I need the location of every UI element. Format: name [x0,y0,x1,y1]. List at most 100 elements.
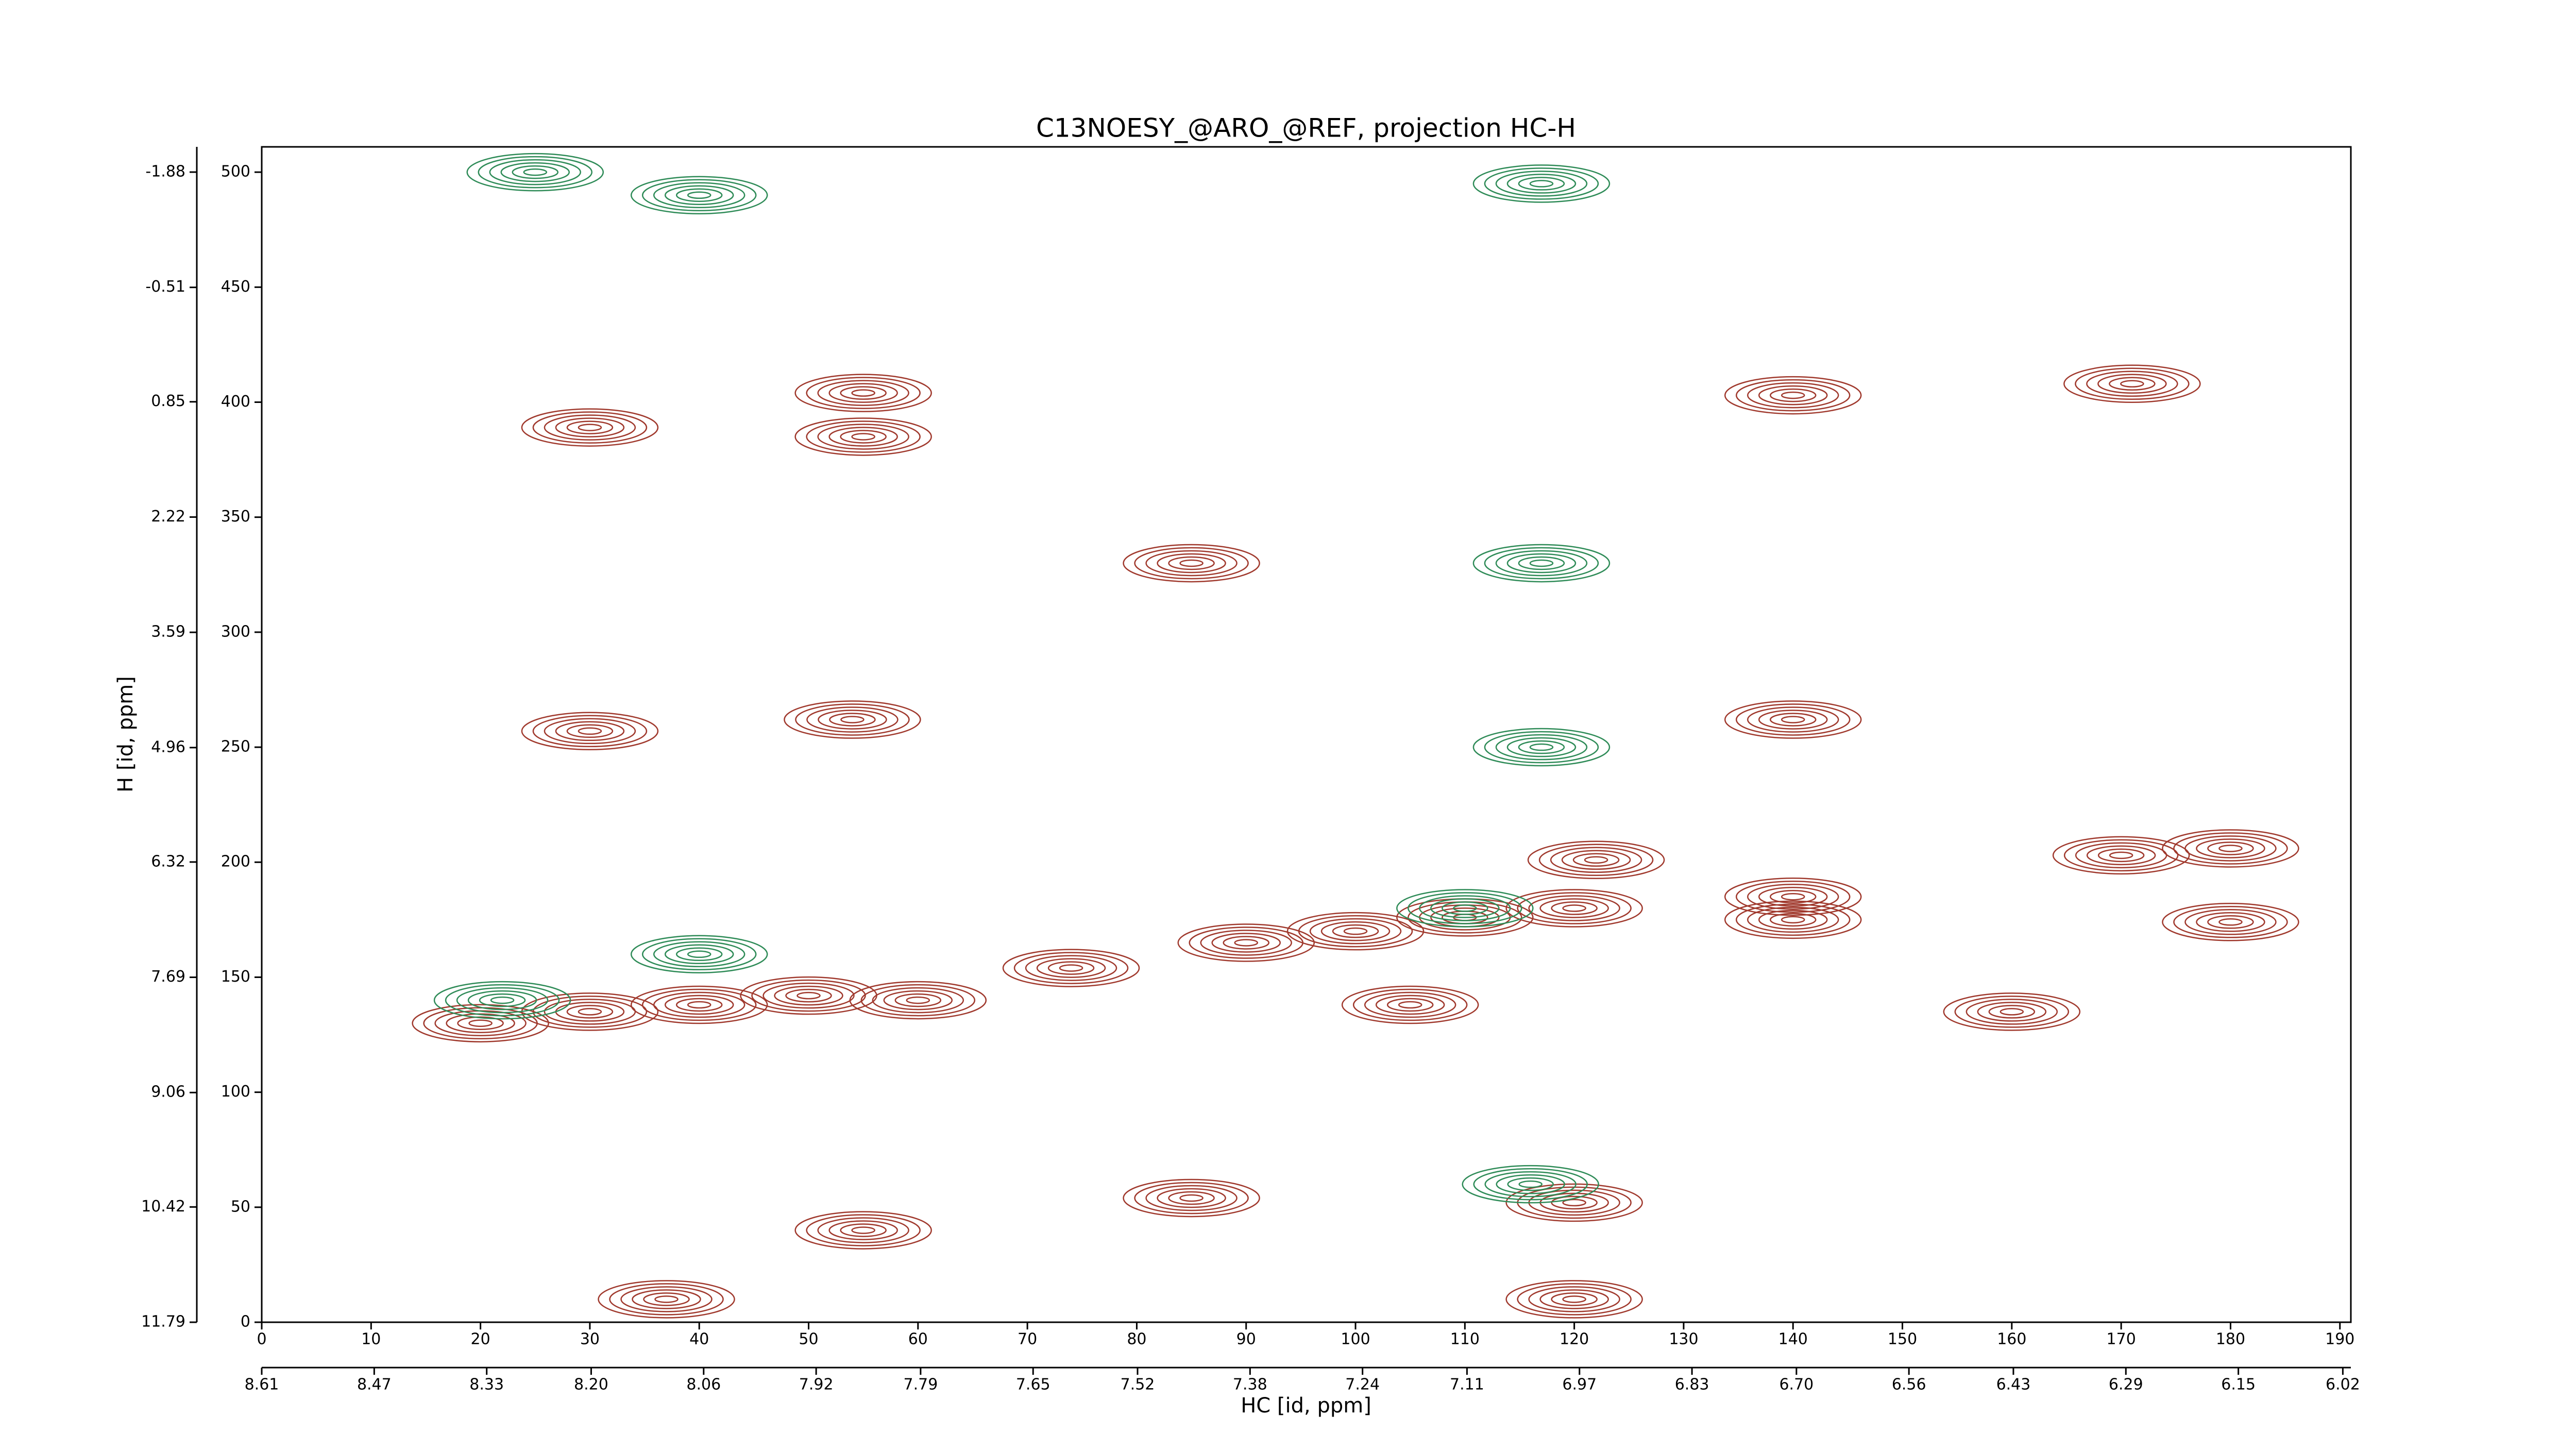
peak [849,981,987,1020]
contour-ring [1747,906,1839,933]
contour-ring [1770,388,1817,402]
contour-ring [1736,379,1851,412]
x-tick-label: 180 [2216,1330,2245,1349]
contour-ring [1506,553,1577,574]
x2-tick-label: 6.97 [1562,1376,1597,1394]
contour-ring [641,938,757,971]
contour-ring [762,982,855,1009]
peak [1472,164,1611,203]
contour-ring [2086,845,2156,866]
x-tick-label: 130 [1669,1330,1698,1349]
contour-ring [653,182,745,208]
peak [1177,923,1315,962]
contour-ring [840,716,865,723]
contour-ring [1977,1002,2047,1022]
contour-ring [479,993,526,1007]
contour-ring [1047,961,1095,975]
contour-ring [653,941,745,968]
x2-tick-label: 6.70 [1779,1376,1814,1394]
y-tick-label: 100 [221,1083,250,1101]
peak [2052,836,2190,875]
contour-ring [906,996,930,1004]
contour-ring [1736,703,1851,736]
contour-ring [1179,1194,1204,1202]
x-tick-label: 150 [1888,1330,1917,1349]
peak [521,408,659,447]
y2-tick-label: -0.51 [145,278,185,296]
contour-ring [555,417,625,437]
contour-ring [1781,916,1805,924]
contour-ring [1473,1168,1588,1201]
contour-ring [1551,1195,1598,1210]
contour-ring [1013,952,1129,984]
contour-ring [1341,985,1479,1024]
contour-ring [1462,1165,1599,1204]
contour-ring [1059,964,1083,972]
contour-ring [1562,1295,1586,1303]
peak [521,712,659,751]
plot-frame [261,146,2352,1323]
contour-ring [1375,995,1445,1015]
peak [1472,544,1611,583]
x-tick-label: 80 [1127,1330,1146,1349]
peak [1505,1280,1643,1319]
contour-ring [1758,385,1828,406]
contour-ring [1484,547,1599,580]
x-tick-label: 30 [580,1330,600,1349]
x2-tick-label: 7.52 [1121,1376,1155,1394]
contour-ring [1572,853,1620,867]
contour-ring [1505,1280,1643,1319]
peak [1396,889,1534,928]
contour-ring [818,710,887,730]
contour-ring [2173,832,2288,865]
contour-ring [1408,892,1522,924]
contour-ring [1505,1183,1643,1222]
contour-ring [445,984,560,1017]
y-tick-label: 250 [221,738,250,756]
contour-ring [1518,556,1565,570]
contour-ring [1036,958,1106,978]
contour-ring [1539,898,1609,918]
contour-ring [2063,364,2201,403]
contour-ring [687,191,711,199]
contour-ring [2120,380,2144,388]
contour-ring [1561,850,1631,870]
contour-ring [433,981,571,1020]
contour-ring [1518,740,1565,754]
contour-ring [1505,889,1643,928]
contour-ring [532,411,648,444]
contour-ring [851,433,875,441]
contour-ring [467,990,537,1010]
contour-ring [500,162,570,182]
x-tick-label: 10 [361,1330,381,1349]
contour-ring [806,420,921,453]
contour-ring [1134,547,1249,580]
contour-ring [851,389,875,397]
y-tick-label: 450 [221,278,250,296]
contour-ring [1999,1008,2024,1016]
contour-ring [1758,710,1828,730]
contour-ring [468,1019,493,1027]
peak [2162,829,2299,868]
contour-ring [466,153,604,192]
contour-ring [1781,716,1805,723]
y-tick-label: 350 [221,508,250,526]
contour-ring [1539,1289,1609,1309]
contour-ring [1123,1178,1260,1218]
contour-ring [687,1001,711,1009]
peak [1724,700,1862,739]
x2-tick-label: 6.83 [1675,1376,1709,1394]
contour-ring [643,1292,690,1306]
contour-ring [664,185,734,205]
y2-tick-label: -1.88 [145,162,185,180]
y2-tick-label: 0.85 [151,392,185,410]
contour-ring [1551,901,1598,915]
contour-ring [1770,713,1817,727]
contour-ring [1529,180,1554,188]
contour-ring [2207,841,2254,855]
peak [630,985,768,1024]
y2-tick-label: 2.22 [151,508,185,526]
y2-tick-label: 10.42 [141,1198,185,1216]
x2-tick-label: 6.02 [2326,1376,2360,1394]
y2-tick-label: 6.32 [151,852,185,870]
